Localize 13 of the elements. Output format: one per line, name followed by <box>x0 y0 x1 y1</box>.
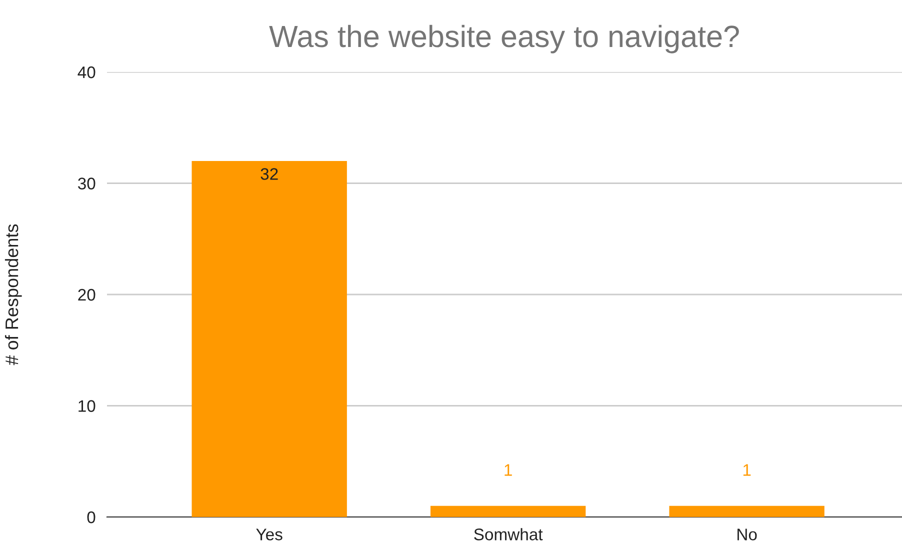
data-label: 1 <box>504 464 512 476</box>
y-tick-label: 10 <box>78 400 96 412</box>
data-label: 32 <box>260 168 278 180</box>
y-tick-label: 40 <box>78 66 96 78</box>
y-tick-label: 0 <box>87 511 96 524</box>
x-tick-label: Somwhat <box>474 528 543 540</box>
x-tick-label: No <box>738 528 757 540</box>
data-label: 1 <box>743 464 751 476</box>
x-tick-label: Yes <box>256 528 282 540</box>
y-tick-label: 30 <box>78 178 96 190</box>
chart-title: Was the website easy to navigate? <box>269 24 739 54</box>
y-axis-title: # of Respondents <box>4 224 22 366</box>
y-tick-label: 20 <box>78 288 96 301</box>
